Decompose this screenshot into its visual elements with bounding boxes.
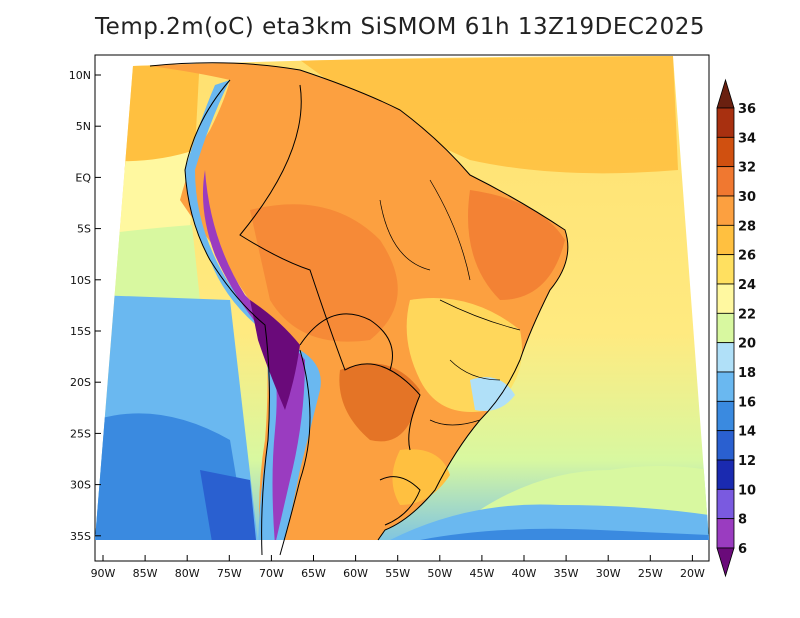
colorbar-label: 6 bbox=[738, 542, 747, 557]
colorbar-label: 30 bbox=[738, 190, 756, 205]
brazil-west-border bbox=[239, 84, 421, 451]
longitude-axis: 90W 85W 80W 75W 70W 65W 60W 55W 50W 45W 40W 35W 30W 2… bbox=[91, 555, 705, 580]
colorbar-label: 24 bbox=[738, 278, 756, 293]
colorbar: 36 34 32 30 28 26 24 22 20 18 16 14 12 10 8 6 bbox=[716, 78, 756, 578]
pacific-coldest-zone bbox=[200, 470, 258, 540]
country-boundaries bbox=[149, 62, 569, 556]
colorbar-swatch bbox=[716, 195, 735, 226]
lat-tick-label: 5S bbox=[77, 223, 91, 236]
lon-tick-label: 20W bbox=[680, 567, 705, 580]
altiplano-cold-core bbox=[250, 300, 300, 410]
south-atlantic-cold-zone bbox=[390, 504, 709, 540]
lat-tick-label: 20S bbox=[70, 376, 91, 389]
colorbar-top-arrow bbox=[716, 78, 735, 109]
north-atlantic-warm-zone bbox=[300, 56, 678, 174]
lon-tick-label: 85W bbox=[133, 567, 158, 580]
lat-tick-label: 25S bbox=[70, 427, 91, 440]
lon-tick-label: 55W bbox=[385, 567, 410, 580]
colorbar-swatch bbox=[716, 430, 735, 461]
pacific-coastline bbox=[184, 79, 270, 556]
colorbar-swatch bbox=[716, 283, 735, 314]
northeast-brazil-hot-core bbox=[468, 190, 565, 300]
lon-tick-label: 60W bbox=[343, 567, 368, 580]
colorbar-swatch bbox=[716, 518, 735, 549]
pacific-cool-zone bbox=[95, 225, 200, 300]
lat-tick-label: EQ bbox=[75, 171, 91, 184]
colorbar-swatch bbox=[716, 400, 735, 432]
colorbar-label: 8 bbox=[738, 513, 747, 528]
colorbar-label: 12 bbox=[738, 454, 756, 469]
map-title: Temp.2m(oC) eta3km SiSMOM 61h 13Z19DEC20… bbox=[95, 14, 705, 40]
colorbar-swatch bbox=[716, 107, 735, 138]
colorbar-bottom-arrow bbox=[716, 547, 735, 578]
lon-tick-label: 50W bbox=[427, 567, 452, 580]
lon-tick-label: 90W bbox=[91, 567, 116, 580]
colorbar-swatch bbox=[716, 342, 735, 373]
lon-tick-label: 25W bbox=[638, 567, 663, 580]
colorbar-label: 16 bbox=[738, 395, 756, 410]
south-atlantic-coldest-zone bbox=[420, 528, 709, 540]
uruguay-border bbox=[379, 476, 421, 526]
colorbar-swatch bbox=[716, 254, 735, 285]
lon-tick-label: 45W bbox=[469, 567, 494, 580]
lat-tick-label: 30S bbox=[70, 479, 91, 492]
colorbar-swatch bbox=[716, 136, 735, 168]
latitude-axis: 10N 5N EQ 5S 10S 15S 20S 25S 30S 35S bbox=[69, 69, 101, 543]
colorbar-label: 22 bbox=[738, 307, 756, 322]
lon-tick-label: 40W bbox=[512, 567, 537, 580]
colorbar-label: 14 bbox=[738, 425, 756, 440]
colorbar-swatch bbox=[716, 459, 735, 490]
colorbar-swatch bbox=[716, 166, 735, 197]
lon-tick-label: 75W bbox=[217, 567, 242, 580]
colorbar-label: 26 bbox=[738, 249, 756, 264]
lat-tick-label: 10N bbox=[69, 69, 91, 82]
colorbar-label: 10 bbox=[738, 483, 756, 498]
south-brazil-mild-zone bbox=[392, 449, 450, 505]
colorbar-swatch bbox=[716, 224, 735, 256]
andes-very-cold-core bbox=[202, 170, 305, 540]
colorbar-swatch bbox=[716, 312, 735, 344]
colorbar-label: 36 bbox=[738, 102, 756, 117]
colorbar-swatch bbox=[716, 488, 735, 520]
lon-tick-label: 70W bbox=[259, 567, 284, 580]
lon-tick-label: 30W bbox=[596, 567, 621, 580]
lat-tick-label: 5N bbox=[76, 120, 91, 133]
colorbar-swatch bbox=[716, 371, 735, 402]
chaco-hot-core bbox=[339, 363, 420, 442]
lon-tick-label: 65W bbox=[301, 567, 326, 580]
colorbar-label: 18 bbox=[738, 366, 756, 381]
colorbar-label: 20 bbox=[738, 337, 756, 352]
colorbar-label: 34 bbox=[738, 131, 756, 146]
lon-tick-label: 35W bbox=[554, 567, 579, 580]
lat-tick-label: 15S bbox=[70, 325, 91, 338]
colorbar-label: 32 bbox=[738, 161, 756, 176]
bolivia-border bbox=[299, 313, 393, 371]
amazon-warm-core bbox=[250, 204, 398, 342]
lat-tick-label: 35S bbox=[70, 530, 91, 543]
continent-coastline bbox=[149, 62, 569, 541]
southeast-brazil-cool-zone bbox=[470, 377, 515, 411]
colorbar-label: 28 bbox=[738, 219, 756, 234]
lat-tick-label: 10S bbox=[70, 274, 91, 287]
map-field bbox=[95, 56, 709, 540]
argentina-chile-border bbox=[279, 349, 311, 556]
brazil-state-borders bbox=[379, 179, 521, 426]
lon-tick-label: 80W bbox=[175, 567, 200, 580]
